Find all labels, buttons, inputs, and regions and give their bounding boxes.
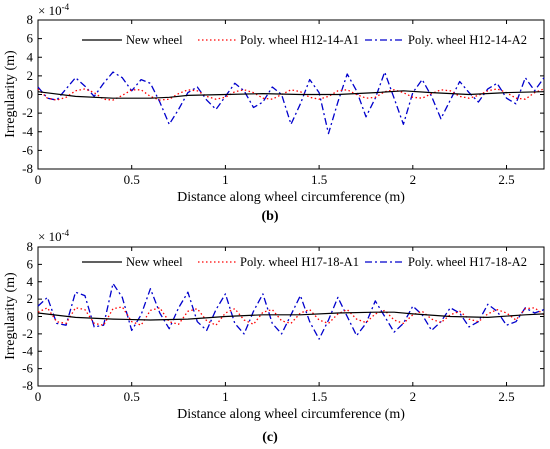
legend: New wheel Poly. wheel H17-18-A1 Poly. wh… <box>82 255 527 269</box>
series-line-poly-wheel-h12-14-a2 <box>37 71 545 135</box>
y-multiplier: × 10-4 <box>38 2 70 18</box>
y-tick-label: -6 <box>22 142 33 157</box>
y-tick-label: 2 <box>27 291 34 306</box>
x-tick-label: 0.5 <box>124 389 140 404</box>
x-tick-label: 2.5 <box>498 389 514 404</box>
y-tick-label: 8 <box>27 239 34 254</box>
x-tick-label: 1.5 <box>311 389 327 404</box>
y-tick-label: 6 <box>27 256 34 271</box>
series-line-poly-wheel-h17-18-a2 <box>37 282 545 340</box>
legend-label-a1: Poly. wheel H12-14-A1 <box>240 33 359 47</box>
x-axis-label: Distance along wheel circumference (m) <box>177 407 405 422</box>
panel-caption: (b) <box>261 209 278 224</box>
series-layer <box>37 71 545 135</box>
y-tick-label: -4 <box>22 343 33 358</box>
x-tick-label: 1 <box>222 389 229 404</box>
series-line-new-wheel <box>37 90 545 99</box>
y-tick-label: -8 <box>22 161 33 176</box>
legend-label-a2: Poly. wheel H17-18-A2 <box>408 255 527 269</box>
y-tick-label: 4 <box>27 49 34 64</box>
legend-label-a1: Poly. wheel H17-18-A1 <box>240 255 359 269</box>
y-tick-label: 0 <box>27 309 34 324</box>
series-layer <box>37 282 545 340</box>
x-axis-label: Distance along wheel circumference (m) <box>177 190 405 205</box>
y-tick-label: -4 <box>22 124 33 139</box>
y-tick-label: 2 <box>27 68 34 83</box>
y-tick-label: 8 <box>27 12 34 27</box>
ticks-layer: 0 0.5 1 1.5 2 2.5 -8 -6 -4 -2 0 2 4 6 8 <box>22 239 544 404</box>
x-tick-label: 0.5 <box>124 172 140 187</box>
y-tick-label: 0 <box>27 87 34 102</box>
legend-label-new-wheel: New wheel <box>126 33 183 47</box>
legend: New wheel Poly. wheel H12-14-A1 Poly. wh… <box>82 33 527 47</box>
x-tick-label: 2 <box>410 172 417 187</box>
x-tick-label: 0 <box>35 172 42 187</box>
panel-caption: (c) <box>262 430 278 445</box>
chart-panel-c: 0 0.5 1 1.5 2 2.5 -8 -6 -4 -2 0 2 4 6 8 × 10-4 New whe… <box>3 228 545 445</box>
x-tick-label: 2 <box>410 389 417 404</box>
series-line-new-wheel <box>37 311 545 321</box>
chart-panel-b: 0 0.5 1 1.5 2 2.5 -8 -6 -4 -2 0 2 4 6 8 × 10-4 New whe… <box>3 2 545 224</box>
ticks-layer: 0 0.5 1 1.5 2 2.5 -8 -6 -4 -2 0 2 4 6 8 <box>22 12 544 187</box>
legend-label-a2: Poly. wheel H12-14-A2 <box>408 33 527 47</box>
x-tick-label: 1.5 <box>311 172 327 187</box>
y-tick-label: -2 <box>22 326 33 341</box>
y-tick-label: -8 <box>22 378 33 393</box>
y-axis-label: Irregularity (m) <box>3 272 18 360</box>
legend-label-new-wheel: New wheel <box>126 255 183 269</box>
y-tick-label: 4 <box>27 274 34 289</box>
y-axis-label: Irregularity (m) <box>3 50 18 138</box>
y-tick-label: -6 <box>22 361 33 376</box>
y-multiplier: × 10-4 <box>38 228 70 244</box>
x-tick-label: 2.5 <box>498 172 514 187</box>
series-line-poly-wheel-h17-18-a1 <box>37 306 545 326</box>
y-tick-label: -2 <box>22 105 33 120</box>
x-tick-label: 0 <box>35 389 42 404</box>
x-tick-label: 1 <box>222 172 229 187</box>
y-tick-label: 6 <box>27 31 34 46</box>
